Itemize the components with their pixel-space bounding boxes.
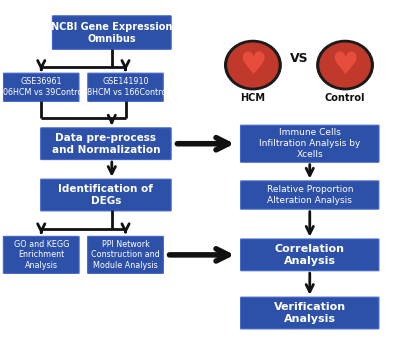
- FancyBboxPatch shape: [88, 73, 163, 102]
- Text: Relative Proportion
Alteration Analysis: Relative Proportion Alteration Analysis: [266, 185, 353, 205]
- FancyBboxPatch shape: [41, 128, 171, 159]
- FancyBboxPatch shape: [240, 125, 379, 162]
- FancyBboxPatch shape: [241, 239, 379, 271]
- FancyBboxPatch shape: [41, 179, 171, 211]
- FancyBboxPatch shape: [88, 236, 164, 273]
- FancyBboxPatch shape: [3, 236, 79, 273]
- Text: GSE141910
28HCM vs 166Control: GSE141910 28HCM vs 166Control: [82, 77, 169, 97]
- Text: ♥: ♥: [239, 51, 267, 80]
- Text: Verification
Analysis: Verification Analysis: [274, 302, 346, 324]
- Text: GSE36961
106HCM vs 39Control: GSE36961 106HCM vs 39Control: [0, 77, 84, 97]
- Text: NCBI Gene Expression
Omnibus: NCBI Gene Expression Omnibus: [51, 22, 172, 44]
- Circle shape: [317, 40, 373, 90]
- Text: ♥: ♥: [331, 51, 359, 80]
- Text: PPI Network
Construction and
Module Analysis: PPI Network Construction and Module Anal…: [91, 240, 160, 270]
- FancyBboxPatch shape: [241, 181, 379, 209]
- FancyBboxPatch shape: [241, 297, 379, 329]
- FancyBboxPatch shape: [4, 73, 79, 102]
- Circle shape: [225, 40, 281, 90]
- Circle shape: [320, 43, 370, 87]
- Text: Identification of
DEGs: Identification of DEGs: [58, 184, 153, 206]
- Text: VS: VS: [290, 52, 308, 65]
- Circle shape: [228, 43, 278, 87]
- FancyBboxPatch shape: [52, 16, 171, 49]
- Text: Immune Cells
Infiltration Analysis by
Xcells: Immune Cells Infiltration Analysis by Xc…: [259, 128, 360, 159]
- Text: HCM: HCM: [240, 92, 266, 103]
- Text: Control: Control: [325, 92, 365, 103]
- Text: Data pre-process
and Normalization: Data pre-process and Normalization: [52, 133, 160, 155]
- Text: Correlation
Analysis: Correlation Analysis: [275, 244, 345, 266]
- Text: GO and KEGG
Enrichment
Analysis: GO and KEGG Enrichment Analysis: [14, 240, 69, 270]
